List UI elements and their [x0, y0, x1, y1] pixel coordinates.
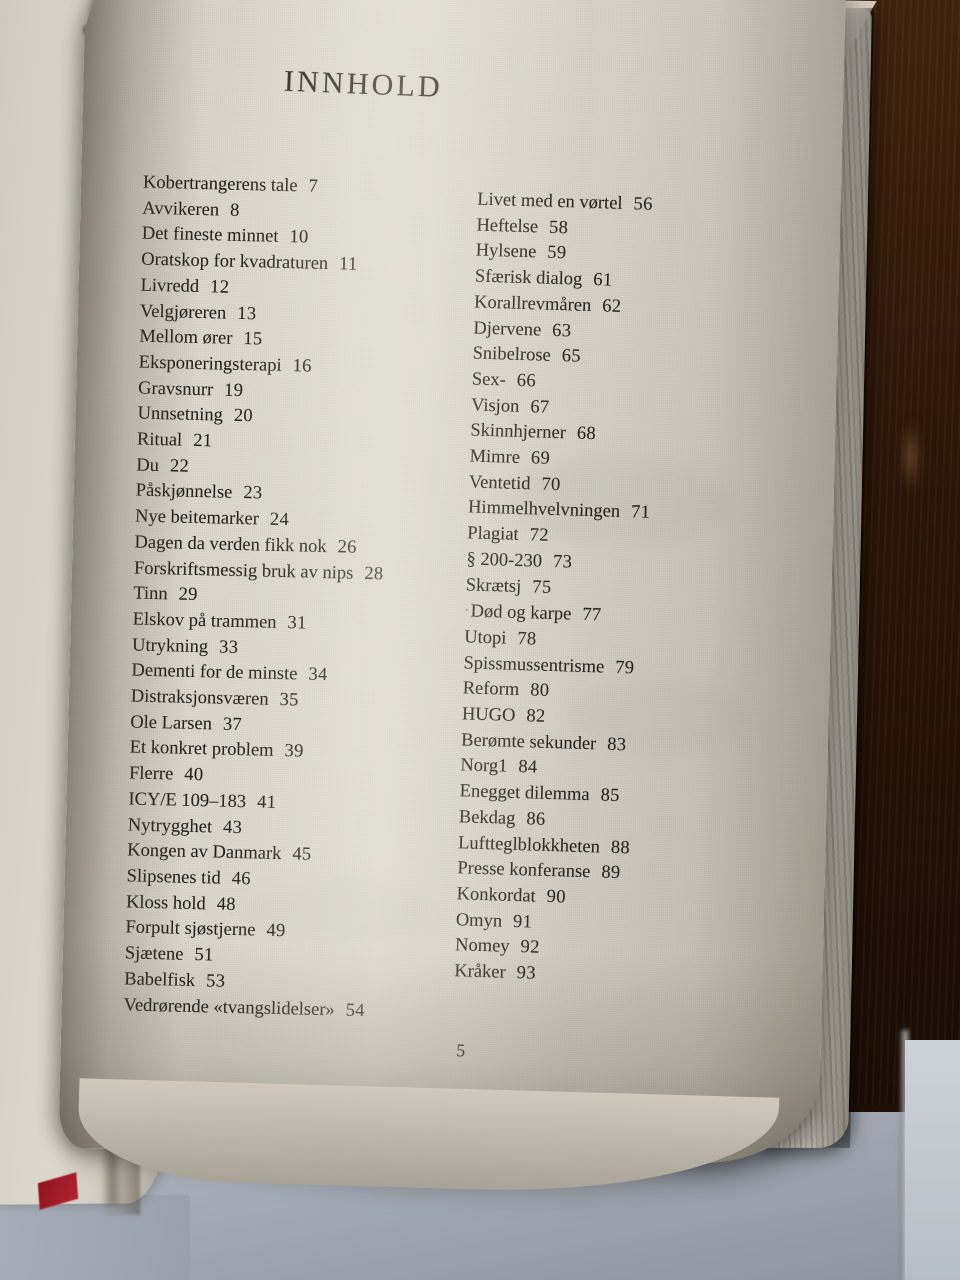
- wall-right-panel: [905, 1040, 960, 1280]
- wood-grain-highlight: [900, 420, 922, 492]
- table-of-contents-page: INNHOLD Kobertrangerens tale7Avvikeren8D…: [58, 0, 846, 1166]
- wall-edge-shadow: [900, 1030, 908, 1280]
- table-surface-left: [0, 1195, 190, 1280]
- toc-entry-page-number: 12: [209, 277, 230, 298]
